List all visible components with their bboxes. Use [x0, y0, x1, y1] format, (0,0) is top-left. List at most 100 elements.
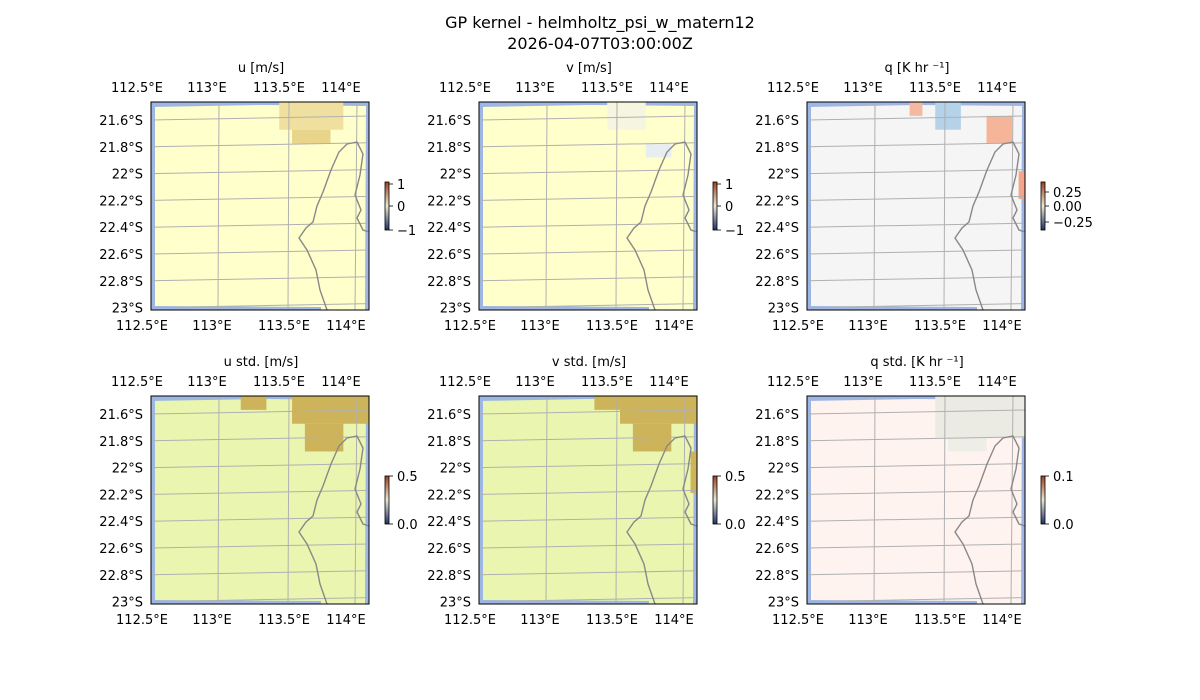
colorbar-tick: 0.0 [1053, 518, 1074, 533]
coastline [298, 435, 369, 604]
panel-title: u std. [m/s] [224, 355, 299, 370]
colorbar-tick: −0.25 [1053, 216, 1093, 231]
field-background [479, 102, 697, 310]
lat-tick: 22.4°S [427, 515, 471, 530]
field-background [151, 102, 369, 310]
colorbar-tick: 1 [397, 178, 405, 193]
colorbar [384, 181, 390, 231]
lon-tick-bottom: 112.5°E [772, 613, 824, 628]
colorbar [384, 475, 390, 525]
lat-tick: 21.8°S [427, 435, 471, 450]
colorbar [1040, 475, 1046, 525]
lon-tick-bottom: 113°E [848, 319, 888, 334]
data-patch-1 [594, 396, 621, 410]
lat-tick: 22.2°S [99, 194, 143, 209]
data-patch-1 [935, 396, 1025, 438]
lat-tick: 22.4°S [755, 515, 799, 530]
colorbar [1040, 181, 1046, 231]
map-panel-6: q std. [K hr ⁻¹] 112.5°E 112.5°E 113°E 113°E… [755, 355, 1073, 628]
lon-tick-bottom: 114°E [982, 319, 1022, 334]
lat-tick: 22.6°S [755, 542, 799, 557]
panel-title: v [m/s] [566, 61, 612, 76]
lat-tick: 22.6°S [427, 542, 471, 557]
lon-tick-top: 113.5°E [581, 81, 633, 96]
lat-tick: 22.8°S [427, 275, 471, 290]
panel-title: u [m/s] [238, 61, 284, 76]
lat-tick: 22.6°S [99, 542, 143, 557]
colorbar-tick: 0.0 [725, 518, 746, 533]
data-patch-1 [240, 396, 267, 410]
map-panel-5: v std. [m/s] 112.5°E 112.5°E 113°E 113°E 113.… [427, 355, 745, 628]
lon-tick-top: 112.5°E [111, 81, 163, 96]
graticule [807, 396, 1025, 604]
lat-tick: 22.2°S [99, 488, 143, 503]
coastline [954, 435, 1025, 604]
lon-tick-top: 113.5°E [253, 81, 305, 96]
lat-tick: 22°S [768, 462, 799, 477]
data-patch-3 [986, 115, 1013, 144]
lat-tick: 22.2°S [755, 488, 799, 503]
lat-tick: 22.4°S [99, 221, 143, 236]
lat-tick: 21.6°S [427, 114, 471, 129]
lon-tick-bottom: 114°E [326, 319, 366, 334]
colorbar-tick: 0.5 [397, 470, 418, 485]
lat-tick: 21.6°S [755, 408, 799, 423]
lat-tick: 22.4°S [755, 221, 799, 236]
map-panel-4: u std. [m/s] 112.5°E 112.5°E 113°E 113°E 113.… [99, 355, 417, 628]
lon-tick-top: 113°E [187, 375, 227, 390]
lat-tick: 22°S [112, 462, 143, 477]
lat-tick: 21.6°S [755, 114, 799, 129]
coastline [626, 435, 697, 604]
lon-tick-top: 114°E [321, 375, 361, 390]
data-patch-2 [935, 102, 961, 130]
lon-tick-bottom: 113.5°E [586, 319, 638, 334]
lon-tick-top: 114°E [649, 81, 689, 96]
graticule [807, 102, 1025, 310]
lon-tick-top: 113°E [843, 375, 883, 390]
panel-title: q std. [K hr ⁻¹] [870, 355, 963, 370]
lon-tick-top: 114°E [649, 375, 689, 390]
lat-tick: 23°S [112, 596, 143, 611]
lon-tick-top: 113°E [515, 81, 555, 96]
lat-tick: 22.6°S [755, 248, 799, 263]
graticule [479, 396, 697, 604]
lat-tick: 21.8°S [99, 141, 143, 156]
data-patch-4 [690, 451, 697, 494]
lon-tick-top: 113.5°E [253, 375, 305, 390]
data-patch-2 [292, 129, 331, 144]
lon-tick-bottom: 112.5°E [116, 613, 168, 628]
panel-title: q [K hr ⁻¹] [885, 61, 950, 76]
map-frame [478, 395, 698, 605]
lon-tick-top: 113.5°E [909, 81, 961, 96]
coastline [298, 141, 369, 310]
lon-tick-bottom: 114°E [982, 613, 1022, 628]
lat-tick: 22°S [440, 462, 471, 477]
graticule [151, 396, 369, 604]
colorbar-tick: 0.25 [1053, 186, 1082, 201]
colorbar-tick: 0 [725, 200, 733, 215]
colorbar [712, 475, 718, 525]
lon-tick-bottom: 114°E [326, 613, 366, 628]
colorbar-tick: −1 [725, 224, 744, 239]
lon-tick-bottom: 113°E [192, 319, 232, 334]
lat-tick: 22.2°S [755, 194, 799, 209]
lon-tick-bottom: 112.5°E [116, 319, 168, 334]
map-frame [478, 101, 698, 311]
lat-tick: 22.2°S [427, 194, 471, 209]
lat-tick: 22.8°S [755, 275, 799, 290]
lat-tick: 22°S [112, 168, 143, 183]
data-patch-2 [948, 437, 987, 452]
data-patch-1 [607, 102, 646, 130]
lon-tick-bottom: 113.5°E [914, 613, 966, 628]
lon-tick-bottom: 112.5°E [444, 319, 496, 334]
lon-tick-top: 113.5°E [909, 375, 961, 390]
data-patch-4 [1018, 171, 1025, 200]
lon-tick-bottom: 113.5°E [258, 613, 310, 628]
lon-tick-top: 113°E [515, 375, 555, 390]
lat-tick: 21.6°S [99, 408, 143, 423]
lat-tick: 21.8°S [755, 141, 799, 156]
lon-tick-bottom: 112.5°E [444, 613, 496, 628]
colorbar-tick: 0.1 [1053, 470, 1074, 485]
colorbar-tick: 0.0 [397, 518, 418, 533]
